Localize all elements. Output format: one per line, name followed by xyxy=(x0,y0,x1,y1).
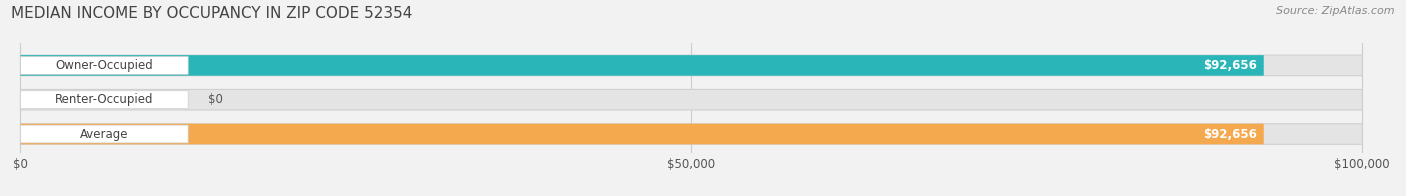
FancyBboxPatch shape xyxy=(21,89,1362,110)
Text: Source: ZipAtlas.com: Source: ZipAtlas.com xyxy=(1277,6,1395,16)
Text: $0: $0 xyxy=(208,93,224,106)
FancyBboxPatch shape xyxy=(21,124,1264,144)
Text: Renter-Occupied: Renter-Occupied xyxy=(55,93,153,106)
FancyBboxPatch shape xyxy=(21,124,1362,144)
Text: Average: Average xyxy=(80,128,128,141)
FancyBboxPatch shape xyxy=(21,55,1362,76)
FancyBboxPatch shape xyxy=(21,56,188,74)
Text: Owner-Occupied: Owner-Occupied xyxy=(55,59,153,72)
FancyBboxPatch shape xyxy=(21,125,188,143)
Text: $92,656: $92,656 xyxy=(1204,59,1257,72)
Text: MEDIAN INCOME BY OCCUPANCY IN ZIP CODE 52354: MEDIAN INCOME BY OCCUPANCY IN ZIP CODE 5… xyxy=(11,6,412,21)
FancyBboxPatch shape xyxy=(21,91,188,109)
FancyBboxPatch shape xyxy=(21,55,1264,76)
Text: $92,656: $92,656 xyxy=(1204,128,1257,141)
